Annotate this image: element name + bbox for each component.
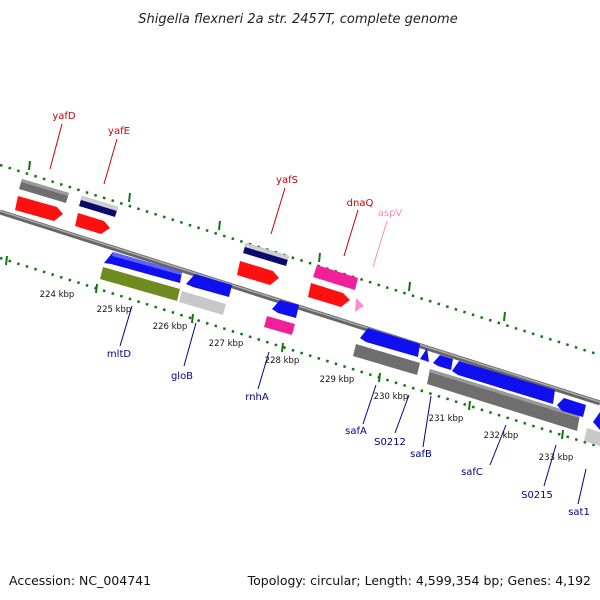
gene-label-aspV[interactable]: aspV xyxy=(378,208,403,219)
gene-label-mltD[interactable]: mltD xyxy=(107,349,131,360)
tick-track-inner xyxy=(0,255,600,449)
gene-label-rnhA[interactable]: rnhA xyxy=(245,392,269,403)
feature-aspV-trna[interactable] xyxy=(355,298,364,312)
gene-labels-below: mltD gloB rnhA safA S0212 safB safC S021… xyxy=(107,349,590,518)
feature-S0212-cds[interactable] xyxy=(420,348,429,362)
scale-label-226: 226 kbp xyxy=(153,322,188,332)
feature-yafS-cds[interactable] xyxy=(237,261,279,285)
feature-yafD-gene[interactable] xyxy=(19,179,69,203)
feature-safC-gene[interactable] xyxy=(427,369,580,431)
leader-lines-below xyxy=(119,305,587,505)
gene-label-S0215[interactable]: S0215 xyxy=(521,490,553,501)
feature-yafD-cds[interactable] xyxy=(15,196,63,221)
scale-label-224: 224 kbp xyxy=(40,290,75,300)
feature-yafE-cds[interactable] xyxy=(75,213,110,234)
gene-labels-above: yafD yafE yafS dnaQ aspV xyxy=(52,111,402,219)
scale-label-227: 227 kbp xyxy=(209,339,244,349)
feature-dnaQ-cds[interactable] xyxy=(308,283,350,307)
feature-S0215-cds[interactable] xyxy=(557,398,586,417)
feature-safC-cds[interactable] xyxy=(452,361,555,404)
scale-label-231: 231 kbp xyxy=(429,414,464,424)
tick-track-outer xyxy=(0,160,600,357)
gene-label-yafE[interactable]: yafE xyxy=(108,126,130,137)
gene-label-yafS[interactable]: yafS xyxy=(276,175,298,186)
gene-label-sat1[interactable]: sat1 xyxy=(568,507,590,518)
feature-sat1-cds[interactable] xyxy=(593,412,600,430)
feature-safA-gene[interactable] xyxy=(353,344,420,375)
genome-summary-text: Topology: circular; Length: 4,599,354 bp… xyxy=(247,573,591,588)
feature-mltD-cds[interactable] xyxy=(104,252,182,283)
scale-label-228: 228 kbp xyxy=(265,356,300,366)
feature-yafS-gene[interactable] xyxy=(243,243,289,266)
gene-label-gloB[interactable]: gloB xyxy=(171,371,193,382)
feature-yafE-gene[interactable] xyxy=(79,196,118,217)
gene-label-dnaQ[interactable]: dnaQ xyxy=(347,198,374,209)
gene-label-safC[interactable]: safC xyxy=(461,467,483,478)
gene-label-S0212[interactable]: S0212 xyxy=(374,437,406,448)
feature-rnhA-cds[interactable] xyxy=(272,300,299,318)
scale-label-229: 229 kbp xyxy=(320,375,355,385)
feature-safB-cds[interactable] xyxy=(433,355,453,370)
scale-label-230: 230 kbp xyxy=(374,392,409,402)
leader-lines-above xyxy=(49,123,388,268)
scale-label-233: 233 kbp xyxy=(539,453,574,463)
scale-label-232: 232 kbp xyxy=(484,431,519,441)
feature-mltD-gene[interactable] xyxy=(100,267,180,301)
genome-title: Shigella flexneri 2a str. 2457T, complet… xyxy=(138,12,457,27)
feature-dnaQ-gene[interactable] xyxy=(313,265,358,290)
feature-gloB-gene[interactable] xyxy=(179,291,226,315)
gene-label-safB[interactable]: safB xyxy=(410,449,432,460)
genome-backbone xyxy=(0,209,600,406)
feature-gloB-cds[interactable] xyxy=(186,274,232,297)
scale-label-225: 225 kbp xyxy=(97,305,132,315)
accession-text: Accession: NC_004741 xyxy=(9,573,151,588)
feature-sat1-gene[interactable] xyxy=(584,428,600,446)
gene-label-safA[interactable]: safA xyxy=(345,426,367,437)
feature-safA-cds[interactable] xyxy=(360,328,420,357)
scale-labels: 224 kbp 225 kbp 226 kbp 227 kbp 228 kbp … xyxy=(40,290,574,463)
feature-rnhA-gene[interactable] xyxy=(264,316,295,335)
gene-label-yafD[interactable]: yafD xyxy=(52,111,76,122)
